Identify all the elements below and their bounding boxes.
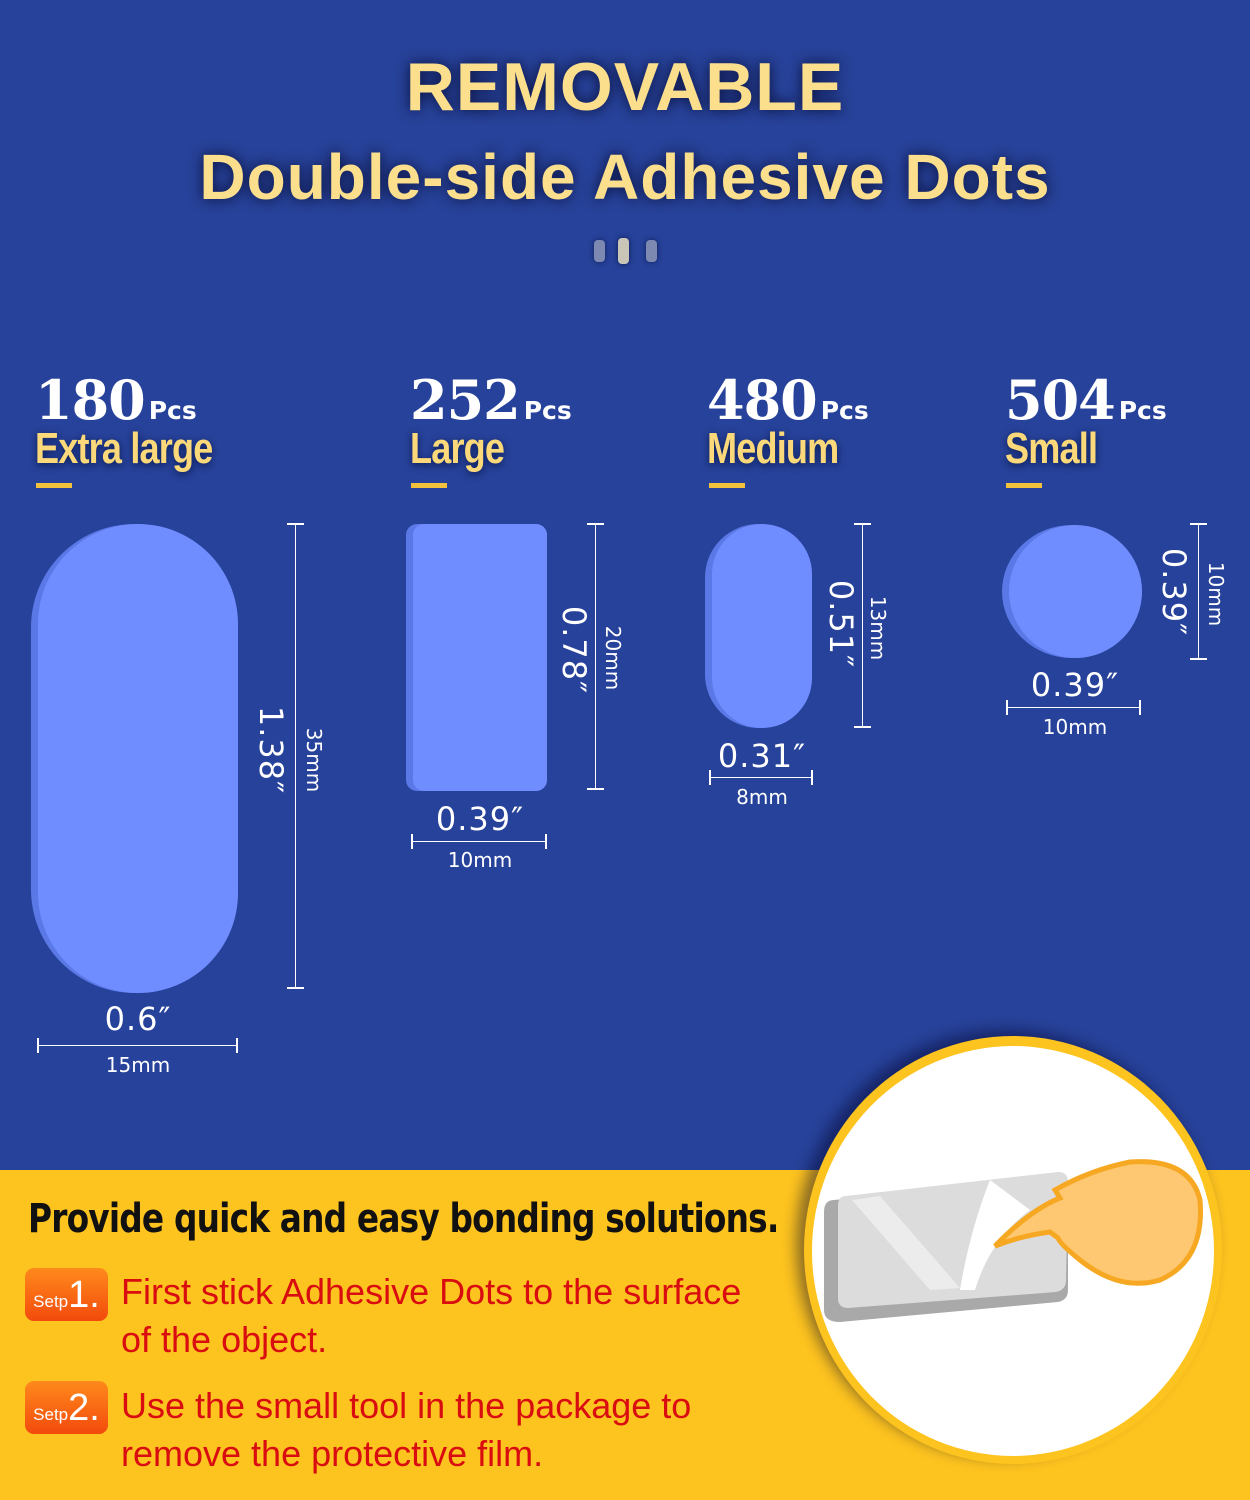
count: 252 [410,368,521,432]
unit: Pcs [148,396,197,425]
step-2-text: Use the small tool in the package to rem… [121,1382,801,1478]
width-mm: 15mm [105,1053,171,1077]
underline [1006,483,1042,488]
size-header-medium: 480 Pcs Medium [707,368,869,474]
illustration-disc [812,1046,1214,1456]
step-1-text: First stick Adhesive Dots to the surface… [121,1268,801,1364]
title-removable: REMOVABLE [405,49,845,125]
badge-word: Setp [33,1405,69,1424]
size-header-large: 252 Pcs Large [410,368,572,474]
unit: Pcs [523,396,572,425]
large-dot-shape [406,524,547,791]
width-mm: 10mm [1042,715,1108,739]
size-label: Small [1005,424,1098,473]
width-inches: 0.39″ [435,800,525,838]
title-product: Double-side Adhesive Dots [199,141,1051,213]
unit: Pcs [820,396,869,425]
width-mm: 8mm [736,785,788,809]
size-header-small: 504 Pcs Small [1005,368,1167,474]
size-label: Large [410,424,505,473]
height-dimension-line [1190,523,1207,660]
badge-number: 2. [68,1387,100,1429]
height-dimension-line [854,523,871,728]
badge-number: 1. [68,1274,100,1316]
height-inches: 0.78″ [555,605,593,695]
pager-dot-icon [594,240,605,262]
height-dimension-line [587,523,604,790]
size-header-extra-large: 180 Pcs Extra large [35,368,251,474]
count: 180 [35,368,146,432]
step-1-badge: Setp 1. [25,1268,108,1321]
width-inches: 0.6″ [104,1000,172,1038]
width-dimension-line [709,770,813,785]
small-dot-shape [1002,525,1142,658]
height-mm: 13mm [866,595,890,661]
width-dimension-line [1006,700,1141,715]
unit: Pcs [1118,396,1167,425]
count: 480 [707,368,818,432]
height-mm: 20mm [601,625,625,691]
height-inches: 0.51″ [822,579,860,669]
instructions-headline: Provide quick and easy bonding solutions… [28,1196,779,1242]
height-mm: 35mm [302,727,326,793]
underline [709,483,745,488]
pager-dot-active-icon [618,238,629,264]
width-inches: 0.31″ [717,737,807,775]
step-line: Use the small tool in the package to [121,1385,692,1426]
width-inches: 0.39″ [1030,666,1120,704]
underline [411,483,447,488]
pager-dot-icon [646,240,657,262]
underline [36,483,72,488]
step-line: of the object. [121,1319,328,1360]
size-label: Medium [707,424,839,473]
height-mm: 10mm [1204,561,1228,627]
count: 504 [1005,368,1116,432]
step-2-badge: Setp 2. [25,1381,108,1434]
step-line: First stick Adhesive Dots to the surface [121,1271,742,1312]
step-line: remove the protective film. [121,1433,544,1474]
size-label: Extra large [35,424,213,473]
width-dimension-line [411,834,547,849]
peeling-adhesive-dot-icon [824,1159,1203,1322]
height-dimension-line [287,523,304,989]
width-dimension-line [37,1038,238,1053]
height-inches: 1.38″ [252,705,290,795]
medium-dot-shape [705,524,812,728]
badge-word: Setp [33,1292,69,1311]
height-inches: 0.39″ [1155,547,1193,637]
extra-large-dot-shape [31,524,238,993]
width-mm: 10mm [447,848,513,872]
